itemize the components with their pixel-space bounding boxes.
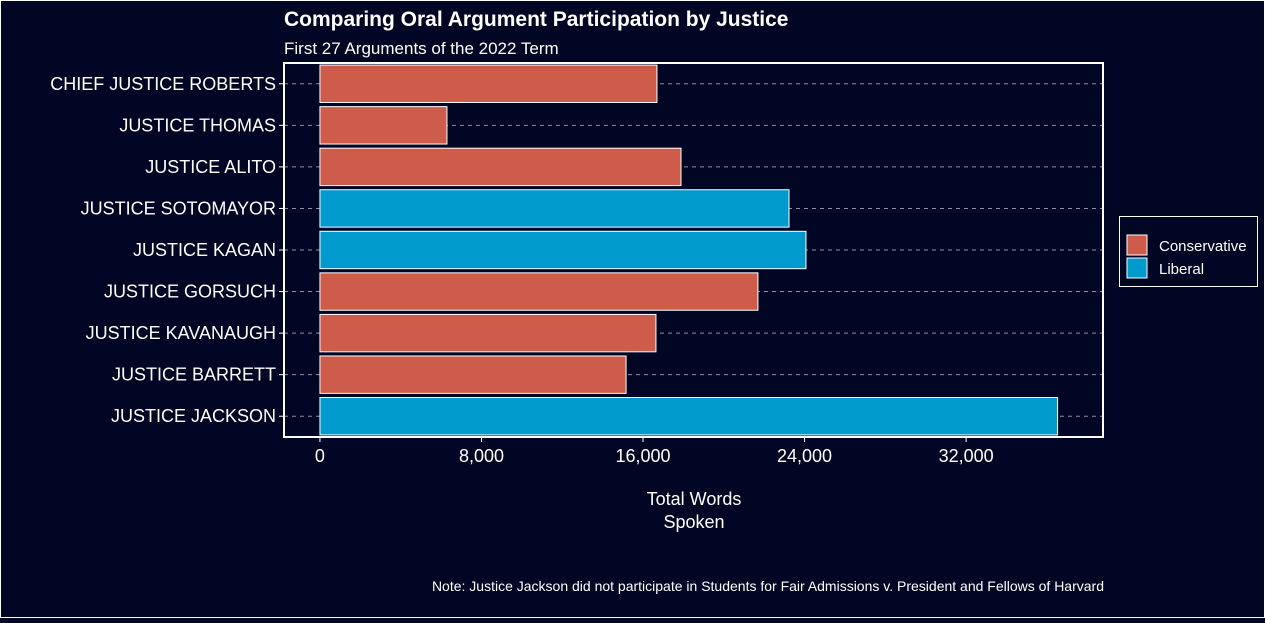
- legend: Conservative Liberal: [1119, 216, 1258, 287]
- legend-swatch-liberal: [1126, 257, 1148, 279]
- x-axis-label-line2: Spoken: [663, 512, 724, 532]
- x-tick-label: 0: [315, 446, 325, 466]
- legend-label-liberal: Liberal: [1159, 261, 1204, 278]
- x-tick-label: 24,000: [777, 446, 832, 466]
- y-tick-label: CHIEF JUSTICE ROBERTS: [50, 74, 276, 94]
- legend-label-conservative: Conservative: [1159, 238, 1247, 255]
- y-tick-label: JUSTICE SOTOMAYOR: [81, 198, 276, 218]
- bar-chief-justice-roberts: [319, 64, 658, 103]
- bar-justice-thomas: [319, 106, 448, 145]
- chart-subtitle: First 27 Arguments of the 2022 Term: [284, 39, 559, 58]
- bar-justice-alito: [319, 147, 682, 187]
- y-tick-label: JUSTICE BARRETT: [112, 365, 276, 385]
- bar-justice-sotomayor: [319, 189, 790, 228]
- x-tick-label: 32,000: [939, 446, 994, 466]
- y-tick-label: JUSTICE JACKSON: [111, 406, 276, 426]
- legend-swatch-conservative: [1126, 234, 1148, 256]
- bar-justice-gorsuch: [319, 272, 759, 311]
- y-tick-label: JUSTICE GORSUCH: [104, 282, 276, 302]
- y-tick-label: JUSTICE KAVANAUGH: [86, 323, 276, 343]
- x-tick-label: 16,000: [615, 446, 670, 466]
- plot-panel-border: [283, 62, 1104, 438]
- bar-justice-kavanaugh: [319, 313, 657, 353]
- x-tick-label: 8,000: [459, 446, 504, 466]
- y-tick-label: JUSTICE ALITO: [145, 157, 276, 177]
- y-tick-label: JUSTICE KAGAN: [133, 240, 276, 260]
- x-axis-label-line1: Total Words: [647, 489, 742, 509]
- bar-justice-barrett: [319, 355, 627, 394]
- chart-caption: Note: Justice Jackson did not participat…: [432, 578, 1104, 594]
- bar-justice-kagan: [319, 230, 807, 270]
- bar-justice-jackson: [319, 397, 1059, 436]
- chart-title: Comparing Oral Argument Participation by…: [284, 8, 788, 31]
- y-tick-label: JUSTICE THOMAS: [119, 115, 276, 135]
